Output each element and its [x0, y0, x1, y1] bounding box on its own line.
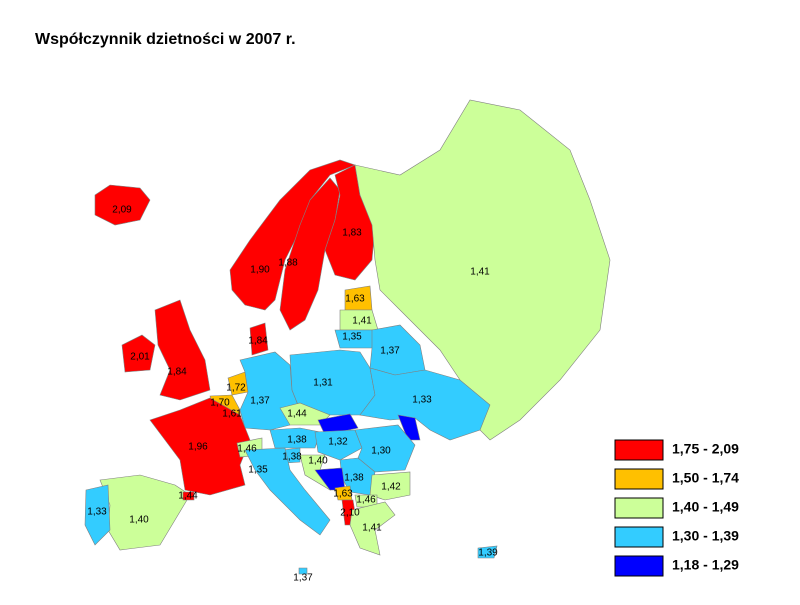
- region: [369, 471, 411, 501]
- legend-swatch: [614, 468, 664, 490]
- region-label: 1,31: [313, 378, 333, 389]
- region-label: 1,44: [287, 409, 307, 420]
- region-label: 1,84: [167, 367, 187, 378]
- legend-label: 1,75 - 2,09: [672, 441, 739, 457]
- region: [354, 424, 416, 473]
- region: [149, 397, 251, 496]
- legend-label: 1,50 - 1,74: [672, 470, 739, 486]
- region-label: 1,30: [371, 446, 391, 457]
- region-label: 1,84: [248, 336, 268, 347]
- region-label: 1,41: [352, 316, 372, 327]
- region: [84, 484, 111, 546]
- region-label: 2,09: [112, 205, 132, 216]
- region-label: 1,41: [470, 267, 490, 278]
- region-label: 1,32: [328, 437, 348, 448]
- region: [317, 413, 359, 436]
- region-label: 1,44: [178, 491, 198, 502]
- region-label: 1,40: [129, 515, 149, 526]
- region: [249, 322, 269, 356]
- region-label: 1,37: [380, 346, 400, 357]
- region-label: 1,38: [282, 452, 302, 463]
- region: [94, 184, 151, 226]
- region-label: 1,88: [278, 258, 298, 269]
- region-label: 1,39: [478, 548, 498, 559]
- map-title: Współczynnik dzietności w 2007 r.: [35, 31, 296, 48]
- legend-swatch: [614, 555, 664, 577]
- region-label: 1,41: [362, 523, 382, 534]
- legend-label: 1,18 - 1,29: [672, 557, 739, 573]
- region: [359, 367, 491, 441]
- region-label: 1,63: [333, 489, 353, 500]
- legend-label: 1,30 - 1,39: [672, 528, 739, 544]
- region: [121, 334, 156, 373]
- region-label: 1,83: [342, 228, 362, 239]
- region-label: 1,61: [222, 409, 242, 420]
- region: [182, 491, 195, 501]
- region: [154, 299, 211, 401]
- region-label: 1,38: [287, 435, 307, 446]
- region: [244, 447, 331, 536]
- region: [298, 567, 308, 575]
- region-label: 1,42: [381, 482, 401, 493]
- region: [279, 177, 341, 331]
- region-label: 2,10: [340, 508, 360, 519]
- region-label: 2,01: [130, 352, 150, 363]
- region-label: 1,35: [342, 332, 362, 343]
- region: [354, 99, 611, 441]
- region-label: 1,70: [210, 398, 230, 409]
- legend-swatch: [614, 439, 664, 461]
- region-label: 1,38: [344, 473, 364, 484]
- region-label: 1,90: [250, 265, 270, 276]
- legend-swatch: [614, 526, 664, 548]
- legend-swatch: [614, 497, 664, 519]
- region-label: 1,40: [308, 456, 328, 467]
- region-label: 1,35: [248, 465, 268, 476]
- region: [397, 414, 421, 441]
- region-label: 1,33: [412, 395, 432, 406]
- region-label: 1,46: [356, 495, 376, 506]
- region-label: 1,37: [250, 396, 270, 407]
- region-label: 1,33: [87, 507, 107, 518]
- region: [99, 474, 191, 551]
- region: [349, 501, 396, 556]
- region: [477, 545, 498, 559]
- legend-label: 1,40 - 1,49: [672, 499, 739, 515]
- region-label: 1,72: [226, 383, 246, 394]
- region-label: 1,37: [293, 573, 313, 584]
- region-label: 1,63: [345, 294, 365, 305]
- region: [314, 429, 363, 461]
- region-label: 1,96: [188, 442, 208, 453]
- region-label: 1,46: [237, 444, 257, 455]
